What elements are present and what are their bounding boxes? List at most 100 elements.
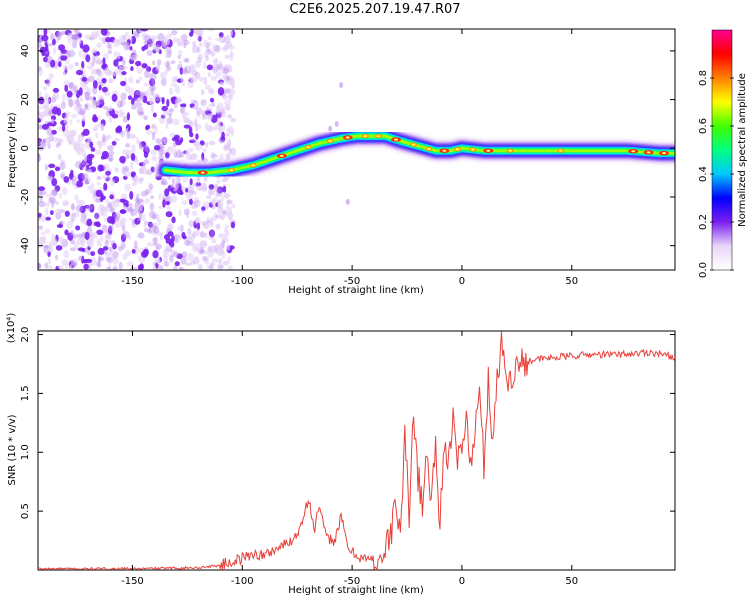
- noise-dot: [166, 117, 173, 125]
- noise-dot: [211, 258, 217, 263]
- noise-dot: [138, 143, 144, 150]
- noise-dot: [161, 136, 169, 145]
- snr-x-axis-label: Height of straight line (km): [288, 585, 424, 596]
- noise-dot: [76, 119, 80, 124]
- noise-dot: [61, 124, 66, 132]
- noise-dot: [38, 154, 41, 163]
- noise-dot: [201, 185, 208, 192]
- noise-dot: [50, 210, 54, 216]
- noise-dot: [92, 115, 99, 123]
- noise-dot: [221, 210, 229, 217]
- noise-dot: [179, 67, 184, 75]
- noise-dot: [52, 87, 60, 93]
- noise-dot: [217, 63, 223, 71]
- ridge-peak-core: [631, 150, 636, 153]
- noise-dot: [195, 133, 199, 140]
- noise-dot: [172, 118, 180, 126]
- noise-dot: [58, 154, 62, 161]
- noise-dot: [143, 82, 151, 87]
- noise-dot: [54, 166, 61, 172]
- noise-dot: [183, 208, 190, 216]
- noise-dot: [44, 164, 49, 171]
- noise-dot: [226, 243, 231, 251]
- noise-dot: [149, 35, 155, 40]
- noise-dot: [188, 139, 196, 144]
- noise-dot: [108, 150, 114, 156]
- noise-dot: [44, 93, 49, 101]
- noise-dot: [221, 131, 225, 139]
- noise-dot: [165, 54, 169, 59]
- noise-dot: [84, 103, 89, 109]
- noise-dot: [111, 93, 118, 102]
- noise-dot: [126, 39, 131, 46]
- noise-dot: [70, 204, 76, 212]
- noise-dot: [155, 231, 162, 237]
- noise-dot: [154, 94, 161, 102]
- noise-dot: [160, 181, 168, 186]
- noise-dot: [116, 198, 121, 203]
- noise-dot: [220, 196, 224, 203]
- noise-dot: [38, 112, 46, 117]
- noise-dot: [213, 185, 220, 192]
- noise-dot: [159, 143, 165, 151]
- noise-dot: [213, 64, 218, 69]
- noise-dot: [38, 68, 43, 76]
- noise-dot: [81, 74, 87, 78]
- noise-dot: [38, 142, 41, 147]
- noise-dot: [100, 29, 108, 36]
- noise-dot: [77, 109, 85, 116]
- noise-dot: [141, 166, 146, 172]
- noise-dot: [47, 258, 52, 265]
- noise-dot: [145, 124, 151, 130]
- ridge-peak-core: [455, 148, 460, 151]
- noise-dot: [106, 175, 112, 181]
- snr-y-ticks: 0.5 1.0 1.5 2.0: [20, 327, 675, 519]
- noise-dot: [226, 75, 230, 81]
- noise-dot: [86, 226, 93, 234]
- noise-dot: [81, 159, 86, 166]
- noise-dot: [216, 186, 224, 194]
- ridge-peak-core: [442, 149, 447, 152]
- noise-dot: [85, 54, 91, 63]
- noise-dot: [83, 263, 89, 270]
- noise-dot: [125, 154, 130, 160]
- noise-dot: [159, 265, 164, 270]
- noise-dot: [108, 225, 113, 235]
- noise-dot: [90, 251, 96, 257]
- noise-dot: [58, 138, 64, 143]
- noise-dot: [62, 71, 67, 76]
- noise-dot: [45, 193, 52, 198]
- ridge-peak-core: [229, 169, 234, 172]
- noise-dot: [84, 104, 88, 111]
- noise-dot: [199, 240, 207, 245]
- noise-dot: [75, 160, 83, 169]
- noise-dot: [68, 82, 73, 89]
- noise-dot: [95, 189, 103, 198]
- noise-dot: [96, 58, 102, 64]
- noise-dot: [172, 251, 180, 258]
- noise-dot: [206, 113, 213, 121]
- noise-dot: [89, 141, 94, 149]
- noise-dot: [118, 261, 123, 270]
- noise-dot: [107, 50, 112, 55]
- noise-dot: [130, 153, 136, 161]
- noise-dot: [136, 106, 144, 116]
- noise-dot: [197, 46, 201, 53]
- spectrogram-y-axis-label: Frequency (Hz): [7, 112, 18, 188]
- ridge-peak-core: [200, 171, 205, 174]
- noise-dot: [84, 231, 90, 240]
- noise-dot: [93, 221, 98, 226]
- noise-dot: [216, 120, 221, 126]
- noise-dot: [147, 38, 155, 44]
- noise-dot: [164, 188, 170, 197]
- noise-dot: [129, 161, 134, 171]
- noise-dot: [109, 106, 113, 112]
- noise-dot: [177, 37, 184, 47]
- noise-dot: [73, 85, 78, 93]
- noise-dot: [193, 196, 200, 204]
- noise-dot: [174, 238, 179, 243]
- noise-dot: [71, 39, 76, 48]
- noise-dot: [170, 82, 178, 87]
- noise-dot: [106, 42, 112, 49]
- noise-dot: [218, 139, 226, 144]
